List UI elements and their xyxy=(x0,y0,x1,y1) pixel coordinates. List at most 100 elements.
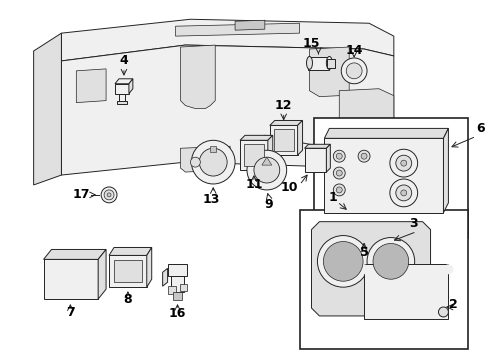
Polygon shape xyxy=(311,222,429,316)
Circle shape xyxy=(358,264,368,274)
Text: 1: 1 xyxy=(328,192,337,204)
Polygon shape xyxy=(76,69,106,103)
Text: 11: 11 xyxy=(244,179,262,192)
Polygon shape xyxy=(244,144,264,166)
Polygon shape xyxy=(324,129,447,138)
Circle shape xyxy=(400,190,406,196)
Text: 14: 14 xyxy=(345,44,362,57)
Circle shape xyxy=(366,238,414,285)
Polygon shape xyxy=(240,135,272,140)
Text: 13: 13 xyxy=(202,193,220,206)
Ellipse shape xyxy=(325,57,332,69)
Circle shape xyxy=(389,179,417,207)
Text: 9: 9 xyxy=(264,198,273,211)
Circle shape xyxy=(317,235,368,287)
Polygon shape xyxy=(240,140,267,170)
Circle shape xyxy=(341,58,366,84)
Text: 6: 6 xyxy=(475,122,484,135)
Polygon shape xyxy=(304,148,325,172)
Polygon shape xyxy=(175,23,299,36)
Polygon shape xyxy=(115,79,133,84)
Circle shape xyxy=(190,157,200,167)
Circle shape xyxy=(333,150,345,162)
Polygon shape xyxy=(304,144,330,148)
Circle shape xyxy=(443,264,452,274)
Text: 15: 15 xyxy=(302,37,320,50)
Polygon shape xyxy=(210,146,216,152)
Text: 2: 2 xyxy=(448,297,457,311)
Circle shape xyxy=(336,170,342,176)
Text: 7: 7 xyxy=(66,306,75,319)
Circle shape xyxy=(333,167,345,179)
Polygon shape xyxy=(262,157,271,165)
Bar xyxy=(307,57,328,70)
Polygon shape xyxy=(309,47,348,96)
Polygon shape xyxy=(109,255,146,287)
Circle shape xyxy=(389,149,417,177)
Text: 8: 8 xyxy=(123,293,132,306)
Polygon shape xyxy=(34,33,61,185)
Text: 12: 12 xyxy=(274,99,292,112)
Circle shape xyxy=(253,157,279,183)
Polygon shape xyxy=(180,45,215,109)
Circle shape xyxy=(372,243,408,279)
Polygon shape xyxy=(364,264,447,319)
Text: 5: 5 xyxy=(359,246,367,259)
Polygon shape xyxy=(170,276,184,292)
Circle shape xyxy=(346,63,361,79)
Circle shape xyxy=(438,307,447,317)
Polygon shape xyxy=(163,268,167,286)
Polygon shape xyxy=(109,247,151,255)
Bar xyxy=(167,286,175,294)
Circle shape xyxy=(199,148,226,176)
Polygon shape xyxy=(114,260,142,282)
Polygon shape xyxy=(172,292,182,300)
Polygon shape xyxy=(167,264,187,276)
Circle shape xyxy=(104,190,114,200)
Polygon shape xyxy=(297,121,302,155)
Bar xyxy=(117,100,127,104)
Polygon shape xyxy=(269,121,302,125)
Polygon shape xyxy=(324,138,443,213)
Polygon shape xyxy=(129,79,133,94)
Polygon shape xyxy=(235,20,264,30)
Circle shape xyxy=(333,184,345,196)
Bar xyxy=(180,284,187,291)
Text: 4: 4 xyxy=(120,54,128,67)
Circle shape xyxy=(336,153,342,159)
Polygon shape xyxy=(267,135,272,170)
Circle shape xyxy=(191,140,235,184)
Circle shape xyxy=(246,150,286,190)
Bar xyxy=(299,210,468,349)
Text: 10: 10 xyxy=(280,181,298,194)
Polygon shape xyxy=(325,144,330,172)
Polygon shape xyxy=(269,125,297,155)
Circle shape xyxy=(357,150,369,162)
Bar xyxy=(119,94,124,102)
Text: 16: 16 xyxy=(168,307,186,320)
Polygon shape xyxy=(146,247,151,287)
Bar xyxy=(326,59,335,68)
Polygon shape xyxy=(273,129,293,151)
Circle shape xyxy=(101,187,117,203)
Polygon shape xyxy=(115,84,129,94)
Circle shape xyxy=(107,193,111,197)
Polygon shape xyxy=(368,121,393,150)
Circle shape xyxy=(400,160,406,166)
Polygon shape xyxy=(61,45,393,175)
Polygon shape xyxy=(98,249,106,299)
Circle shape xyxy=(323,242,362,281)
Circle shape xyxy=(395,155,411,171)
Text: 3: 3 xyxy=(408,217,417,230)
Polygon shape xyxy=(43,260,98,299)
Polygon shape xyxy=(61,19,393,61)
Circle shape xyxy=(395,185,411,201)
Ellipse shape xyxy=(306,57,312,69)
Polygon shape xyxy=(180,146,230,172)
Text: 17: 17 xyxy=(72,188,90,201)
Bar xyxy=(314,118,468,238)
Circle shape xyxy=(360,153,366,159)
Polygon shape xyxy=(339,89,393,129)
Polygon shape xyxy=(443,129,447,213)
Circle shape xyxy=(336,187,342,193)
